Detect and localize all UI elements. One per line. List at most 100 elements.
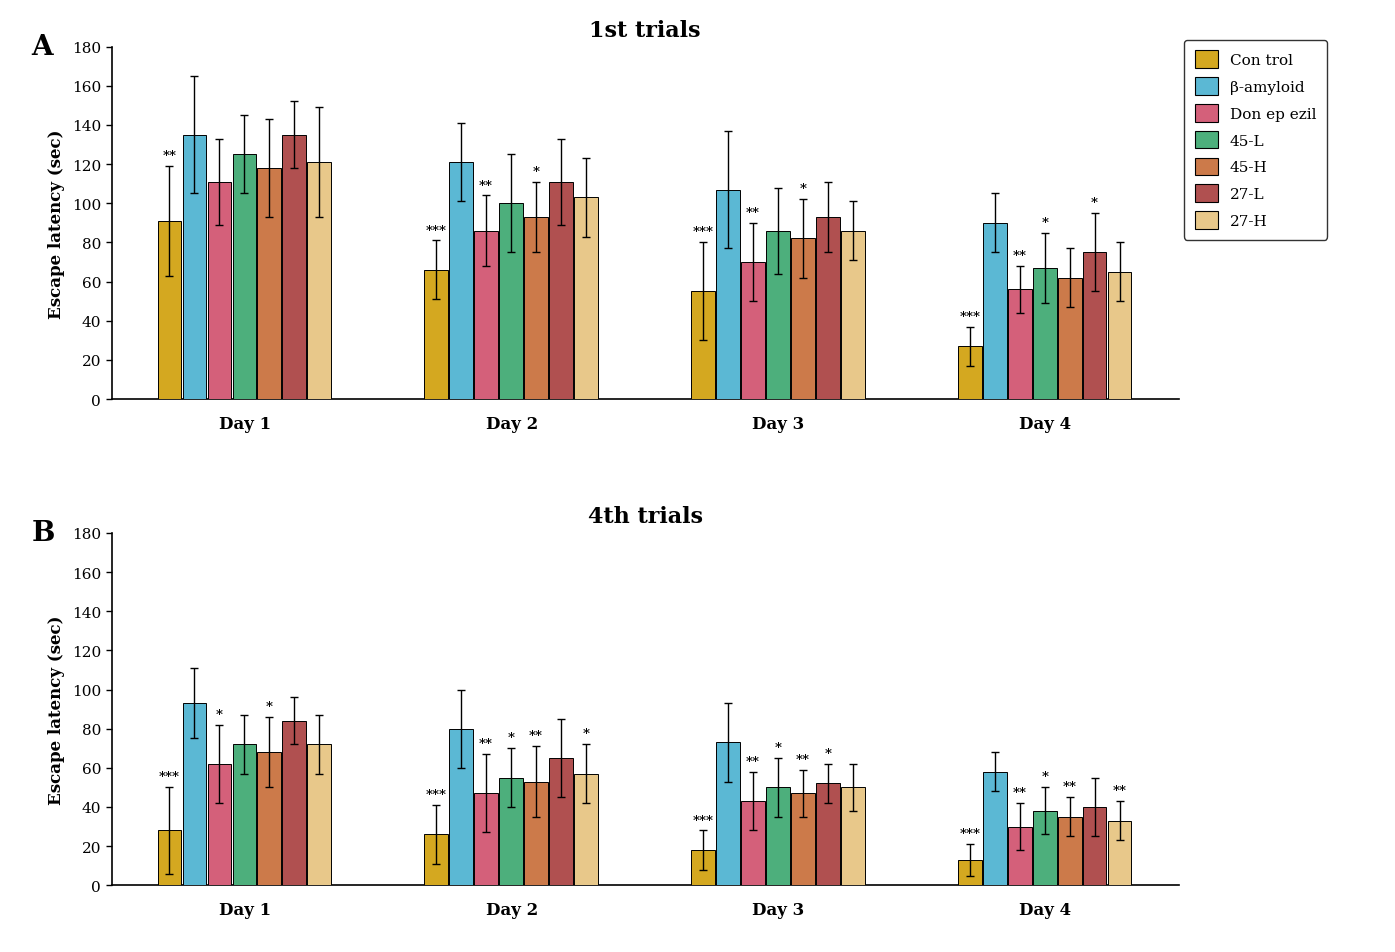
Bar	[1083, 807, 1106, 885]
Bar	[183, 704, 206, 885]
Bar	[791, 793, 815, 885]
Bar	[233, 744, 257, 885]
Bar	[1108, 272, 1131, 400]
Bar	[841, 231, 865, 400]
Text: *: *	[1041, 216, 1048, 229]
Bar	[282, 135, 306, 400]
Text: *: *	[1041, 771, 1048, 783]
Bar	[158, 222, 181, 400]
Text: **: **	[1013, 786, 1027, 800]
Legend: Con trol, β-amyloid, Don ep ezil, 45-L, 45-H, 27-L, 27-H: Con trol, β-amyloid, Don ep ezil, 45-L, …	[1184, 41, 1327, 240]
Text: *: *	[799, 183, 806, 196]
Bar	[766, 231, 790, 400]
Text: ***: ***	[960, 827, 981, 841]
Text: ***: ***	[692, 227, 713, 239]
Title: 4th trials: 4th trials	[587, 506, 703, 527]
Text: **: **	[1013, 249, 1027, 263]
Text: *: *	[216, 708, 223, 721]
Bar	[716, 743, 739, 885]
Bar	[1108, 821, 1131, 885]
Text: *: *	[1091, 197, 1098, 209]
Bar	[550, 183, 573, 400]
Text: ***: ***	[425, 225, 446, 237]
Text: **: **	[746, 207, 760, 220]
Text: *: *	[266, 701, 273, 713]
Text: **: **	[478, 738, 494, 750]
Bar	[258, 169, 282, 400]
Bar	[1057, 278, 1081, 400]
Bar	[449, 729, 473, 885]
Text: **: **	[797, 753, 810, 766]
Text: Day 4: Day 4	[1020, 415, 1071, 432]
Bar	[424, 270, 448, 400]
Bar	[575, 774, 598, 885]
Bar	[816, 783, 840, 885]
Text: **: **	[162, 150, 176, 163]
Text: **: **	[746, 755, 760, 768]
Bar	[716, 190, 739, 400]
Bar	[258, 752, 282, 885]
Text: *: *	[824, 747, 831, 761]
Text: *: *	[533, 166, 540, 179]
Bar	[1057, 817, 1081, 885]
Text: *: *	[583, 727, 590, 741]
Bar	[816, 218, 840, 400]
Bar	[208, 764, 232, 885]
Text: Day 1: Day 1	[219, 415, 271, 432]
Bar	[424, 835, 448, 885]
Bar	[1083, 253, 1106, 400]
Bar	[1032, 811, 1056, 885]
Text: Day 2: Day 2	[485, 901, 538, 918]
Text: Day 2: Day 2	[485, 415, 538, 432]
Bar	[983, 224, 1007, 400]
Bar	[307, 163, 331, 400]
Text: Day 4: Day 4	[1020, 901, 1071, 918]
Text: *: *	[508, 731, 515, 744]
Bar	[474, 793, 498, 885]
Bar	[958, 347, 982, 400]
Bar	[1032, 268, 1056, 400]
Bar	[233, 155, 257, 400]
Bar	[791, 239, 815, 400]
Bar	[766, 787, 790, 885]
Bar	[449, 163, 473, 400]
Text: ***: ***	[159, 771, 180, 783]
Bar	[691, 850, 714, 885]
Text: **: **	[529, 729, 543, 743]
Text: A: A	[32, 33, 53, 61]
Bar	[575, 198, 598, 400]
Bar	[525, 218, 548, 400]
Text: Day 3: Day 3	[752, 415, 805, 432]
Bar	[307, 744, 331, 885]
Text: ***: ***	[960, 310, 981, 324]
Bar	[499, 778, 523, 885]
Bar	[958, 860, 982, 885]
Bar	[183, 135, 206, 400]
Bar	[691, 292, 714, 400]
Bar	[208, 183, 232, 400]
Text: **: **	[478, 179, 494, 192]
Bar	[741, 802, 764, 885]
Text: ***: ***	[692, 814, 713, 826]
Bar	[158, 830, 181, 885]
Text: Day 1: Day 1	[219, 901, 271, 918]
Text: *: *	[774, 742, 781, 754]
Bar	[525, 782, 548, 885]
Bar	[841, 787, 865, 885]
Text: B: B	[32, 519, 54, 546]
Text: ***: ***	[425, 788, 446, 802]
Title: 1st trials: 1st trials	[590, 20, 700, 42]
Bar	[550, 758, 573, 885]
Y-axis label: Escape latency (sec): Escape latency (sec)	[47, 129, 66, 318]
Text: **: **	[1063, 781, 1077, 793]
Bar	[474, 231, 498, 400]
Bar	[983, 772, 1007, 885]
Bar	[1009, 290, 1031, 400]
Text: **: **	[1113, 784, 1127, 798]
Text: Day 3: Day 3	[752, 901, 805, 918]
Bar	[499, 204, 523, 400]
Y-axis label: Escape latency (sec): Escape latency (sec)	[47, 615, 66, 804]
Bar	[282, 721, 306, 885]
Bar	[1009, 826, 1031, 885]
Bar	[741, 263, 764, 400]
